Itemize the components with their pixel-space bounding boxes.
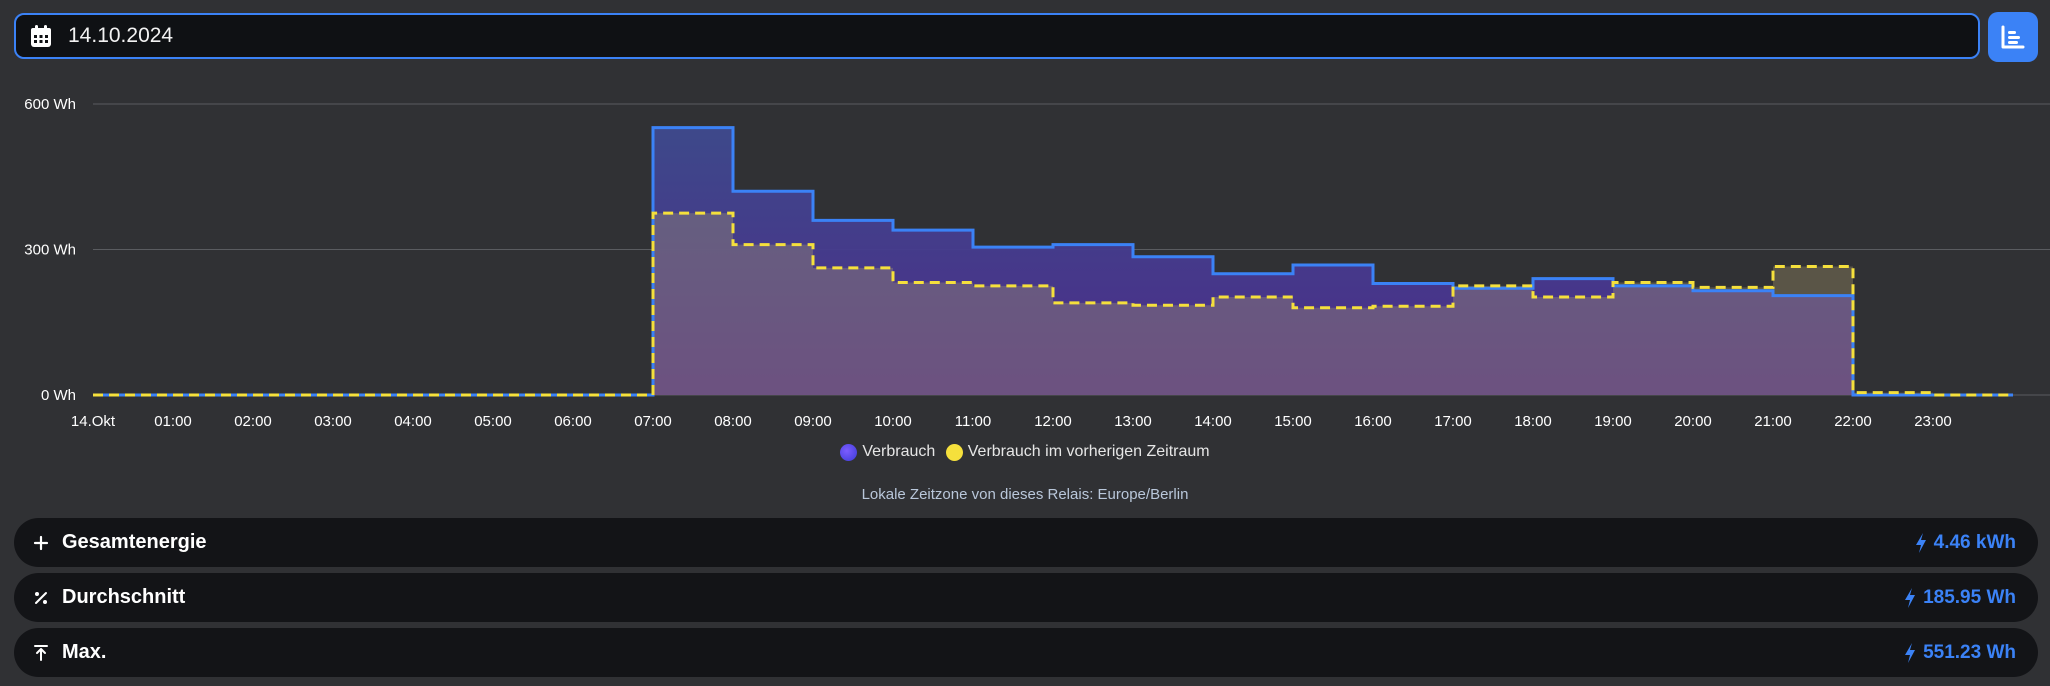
x-tick-label: 08:00 bbox=[714, 413, 752, 430]
chart-icon bbox=[2001, 25, 2025, 49]
x-tick-label: 14:00 bbox=[1194, 413, 1232, 430]
x-tick-label: 23:00 bbox=[1914, 413, 1952, 430]
plus-icon bbox=[30, 532, 52, 554]
stat-row-total-energy[interactable]: Gesamtenergie 4.46 kWh bbox=[14, 518, 2038, 567]
series-area-previous bbox=[93, 213, 2013, 395]
x-tick-label: 07:00 bbox=[634, 413, 672, 430]
stat-label: Durchschnitt bbox=[62, 586, 186, 608]
stat-row-average[interactable]: Durchschnitt 185.95 Wh bbox=[14, 573, 2038, 622]
x-tick-label: 15:00 bbox=[1274, 413, 1312, 430]
timezone-note: Lokale Zeitzone von dieses Relais: Europ… bbox=[861, 486, 1189, 503]
x-tick-label: 16:00 bbox=[1354, 413, 1392, 430]
stat-value: 4.46 kWh bbox=[1933, 531, 2016, 553]
legend-dot-previous bbox=[945, 443, 963, 461]
series-line-previous bbox=[93, 211, 2013, 397]
x-tick-label: 06:00 bbox=[554, 413, 592, 430]
date-value: 14.10.2024 bbox=[68, 24, 174, 47]
x-tick-label: 12:00 bbox=[1034, 413, 1072, 430]
bolt-icon bbox=[1915, 532, 1926, 553]
x-tick-label: 21:00 bbox=[1754, 413, 1792, 430]
x-tick-label: 14.Okt bbox=[71, 413, 116, 430]
bolt-icon bbox=[1905, 587, 1916, 608]
x-tick-label: 03:00 bbox=[314, 413, 352, 430]
stat-label: Max. bbox=[62, 641, 107, 663]
y-tick-label: 0 Wh bbox=[41, 387, 76, 404]
arrow-up-to-line-icon bbox=[30, 642, 52, 664]
stat-label: Gesamtenergie bbox=[62, 531, 207, 553]
x-tick-label: 17:00 bbox=[1434, 413, 1472, 430]
x-tick-label: 05:00 bbox=[474, 413, 512, 430]
x-tick-label: 11:00 bbox=[955, 413, 991, 430]
chart-legend: Verbrauch Verbrauch im vorherigen Zeitra… bbox=[0, 443, 2050, 466]
bolt-icon bbox=[1905, 642, 1916, 663]
y-tick-label: 300 Wh bbox=[24, 242, 76, 259]
x-tick-label: 04:00 bbox=[394, 413, 432, 430]
stat-value: 551.23 Wh bbox=[1923, 641, 2016, 663]
legend-dot-current bbox=[840, 443, 858, 461]
y-tick-label: 600 Wh bbox=[24, 96, 76, 113]
x-tick-label: 01:00 bbox=[154, 413, 192, 430]
percent-icon bbox=[30, 587, 52, 609]
stat-row-max[interactable]: Max. 551.23 Wh bbox=[14, 628, 2038, 677]
legend-item-previous[interactable]: Verbrauch im vorherigen Zeitraum bbox=[945, 443, 1210, 461]
legend-item-current[interactable]: Verbrauch bbox=[840, 443, 935, 461]
energy-chart: 0 Wh 300 Wh 600 Wh 14.Okt 01:00 02:00 03:00 04… bbox=[24, 96, 2050, 430]
stat-value: 185.95 Wh bbox=[1923, 586, 2016, 608]
date-picker[interactable]: 14.10.2024 bbox=[14, 13, 1980, 59]
x-tick-label: 22:00 bbox=[1834, 413, 1872, 430]
x-tick-label: 02:00 bbox=[234, 413, 272, 430]
x-tick-label: 18:00 bbox=[1514, 413, 1552, 430]
x-tick-label: 13:00 bbox=[1114, 413, 1152, 430]
calendar-icon bbox=[31, 25, 51, 47]
series-area-verbrauch bbox=[93, 127, 2013, 396]
x-tick-label: 19:00 bbox=[1594, 413, 1632, 430]
x-tick-label: 09:00 bbox=[794, 413, 832, 430]
legend-label-current: Verbrauch bbox=[862, 443, 936, 460]
x-tick-label: 10:00 bbox=[874, 413, 912, 430]
x-tick-label: 20:00 bbox=[1674, 413, 1712, 430]
chart-view-button[interactable] bbox=[1988, 12, 2038, 62]
legend-label-previous: Verbrauch im vorherigen Zeitraum bbox=[967, 443, 1210, 460]
